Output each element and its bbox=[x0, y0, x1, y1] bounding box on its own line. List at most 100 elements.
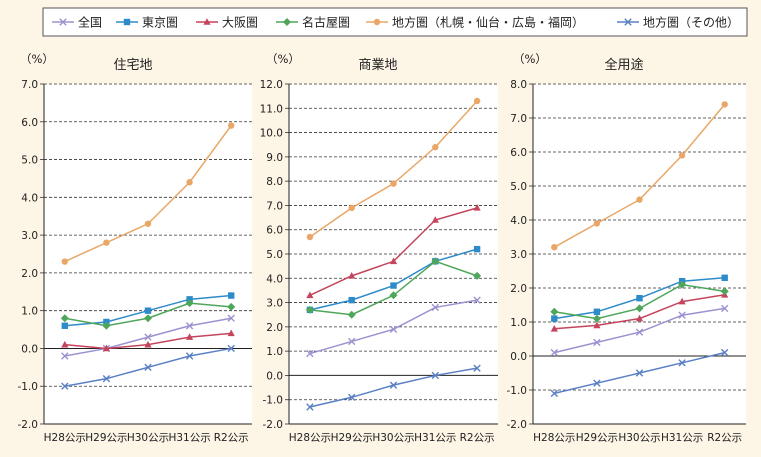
data-point bbox=[636, 295, 643, 302]
legend-item-4: 名古屋圏 bbox=[276, 15, 350, 30]
legend-item-1: 全国 bbox=[52, 15, 102, 30]
x-tick-label: H29公示 bbox=[331, 432, 373, 444]
legend-marker-icon bbox=[59, 18, 67, 26]
data-point bbox=[550, 307, 559, 316]
y-tick-label: 5.0 bbox=[21, 155, 38, 167]
x-tick-label: H28公示 bbox=[44, 432, 86, 444]
data-point bbox=[678, 311, 686, 319]
data-point bbox=[348, 272, 356, 279]
series-1 bbox=[61, 314, 235, 360]
data-point bbox=[228, 292, 235, 299]
data-point bbox=[185, 299, 194, 308]
data-point bbox=[144, 363, 152, 372]
data-point bbox=[306, 403, 314, 411]
data-point bbox=[102, 374, 111, 383]
y-tick-label: 9.0 bbox=[266, 152, 283, 164]
data-point bbox=[635, 304, 644, 313]
data-point bbox=[186, 333, 194, 340]
data-point bbox=[721, 348, 729, 357]
data-point bbox=[431, 257, 440, 266]
y-tick-label: 5.0 bbox=[266, 249, 283, 261]
data-point bbox=[144, 220, 152, 227]
x-tick-label: R2公示 bbox=[707, 432, 742, 444]
data-point bbox=[389, 325, 398, 333]
series-1 bbox=[306, 296, 481, 358]
x-tick-label: R2公示 bbox=[460, 432, 495, 444]
series-4 bbox=[305, 257, 482, 319]
series-3 bbox=[306, 204, 481, 299]
data-point bbox=[678, 359, 686, 367]
y-tick-label: 6.0 bbox=[266, 225, 283, 237]
data-point bbox=[678, 280, 687, 289]
y-tick-label: -1.0 bbox=[507, 385, 528, 397]
data-point bbox=[635, 328, 644, 336]
y-tick-label: -2.0 bbox=[18, 419, 39, 431]
data-point bbox=[348, 337, 356, 346]
data-point bbox=[473, 245, 481, 253]
data-point bbox=[61, 352, 69, 360]
data-point bbox=[102, 321, 111, 330]
data-point bbox=[102, 344, 110, 352]
data-point bbox=[473, 364, 481, 372]
data-point bbox=[144, 340, 152, 348]
data-point bbox=[144, 333, 152, 341]
data-point bbox=[473, 271, 482, 280]
data-point bbox=[721, 101, 728, 108]
data-point bbox=[473, 204, 481, 211]
legend-item-3: 大阪圏 bbox=[196, 16, 258, 30]
y-tick-label: -1.0 bbox=[263, 395, 284, 407]
legend-marker-icon bbox=[203, 18, 211, 25]
x-tick-label: H31公示 bbox=[661, 432, 703, 444]
data-point bbox=[227, 344, 235, 353]
data-point bbox=[348, 204, 355, 212]
x-tick-label: H31公示 bbox=[414, 432, 456, 444]
data-point bbox=[550, 389, 558, 398]
data-point bbox=[306, 349, 314, 358]
data-point bbox=[144, 307, 152, 314]
y-tick-label: 5.0 bbox=[510, 181, 527, 193]
x-tick-label: R2公示 bbox=[214, 432, 249, 444]
data-point bbox=[227, 314, 235, 322]
data-point bbox=[721, 304, 729, 313]
data-point bbox=[61, 340, 69, 348]
unit-label: （%） bbox=[20, 52, 54, 66]
data-point bbox=[431, 216, 439, 223]
data-point bbox=[144, 314, 152, 323]
data-point bbox=[550, 325, 558, 332]
data-point bbox=[593, 379, 601, 387]
data-point bbox=[348, 296, 355, 304]
data-point bbox=[431, 303, 439, 312]
chart-title: 住宅地 bbox=[113, 58, 152, 73]
data-point bbox=[347, 310, 356, 319]
data-point bbox=[390, 282, 397, 289]
x-tick-label: H29公示 bbox=[85, 432, 127, 444]
y-tick-label: 6.0 bbox=[510, 147, 527, 159]
data-point bbox=[635, 369, 644, 377]
data-point bbox=[60, 314, 69, 323]
data-point bbox=[636, 196, 643, 203]
chart-panel-2: 12.0 11.0 10.0 9.0 8.0 7.0 6.0 5.0 4.0 3.0 2.0 1.0 0… bbox=[260, 52, 498, 444]
y-tick-label: 0.0 bbox=[510, 351, 527, 363]
legend-label: 地方圏（その他） bbox=[643, 15, 739, 30]
x-tick-label: H28公示 bbox=[289, 432, 331, 444]
data-point bbox=[306, 291, 314, 299]
y-tick-label: 2.0 bbox=[266, 322, 283, 334]
y-tick-label: 6.0 bbox=[21, 117, 38, 129]
legend-label: 地方圏（札幌・仙台・広島・福岡） bbox=[392, 15, 584, 30]
data-point bbox=[185, 322, 194, 330]
x-tick-label: H30公示 bbox=[618, 432, 660, 444]
y-tick-label: 3.0 bbox=[510, 249, 527, 261]
unit-label: （%） bbox=[513, 52, 547, 66]
legend-label: 大阪圏 bbox=[222, 16, 258, 30]
y-tick-label: 3.0 bbox=[21, 230, 38, 242]
y-tick-label: 10.0 bbox=[260, 128, 283, 140]
legend-label: 全国 bbox=[78, 15, 102, 30]
y-tick-label: 0.0 bbox=[266, 370, 283, 382]
data-point bbox=[550, 348, 558, 357]
y-tick-label: -1.0 bbox=[18, 381, 39, 393]
data-point bbox=[551, 315, 558, 322]
y-tick-label: 4.0 bbox=[21, 192, 38, 204]
data-point bbox=[227, 302, 236, 311]
